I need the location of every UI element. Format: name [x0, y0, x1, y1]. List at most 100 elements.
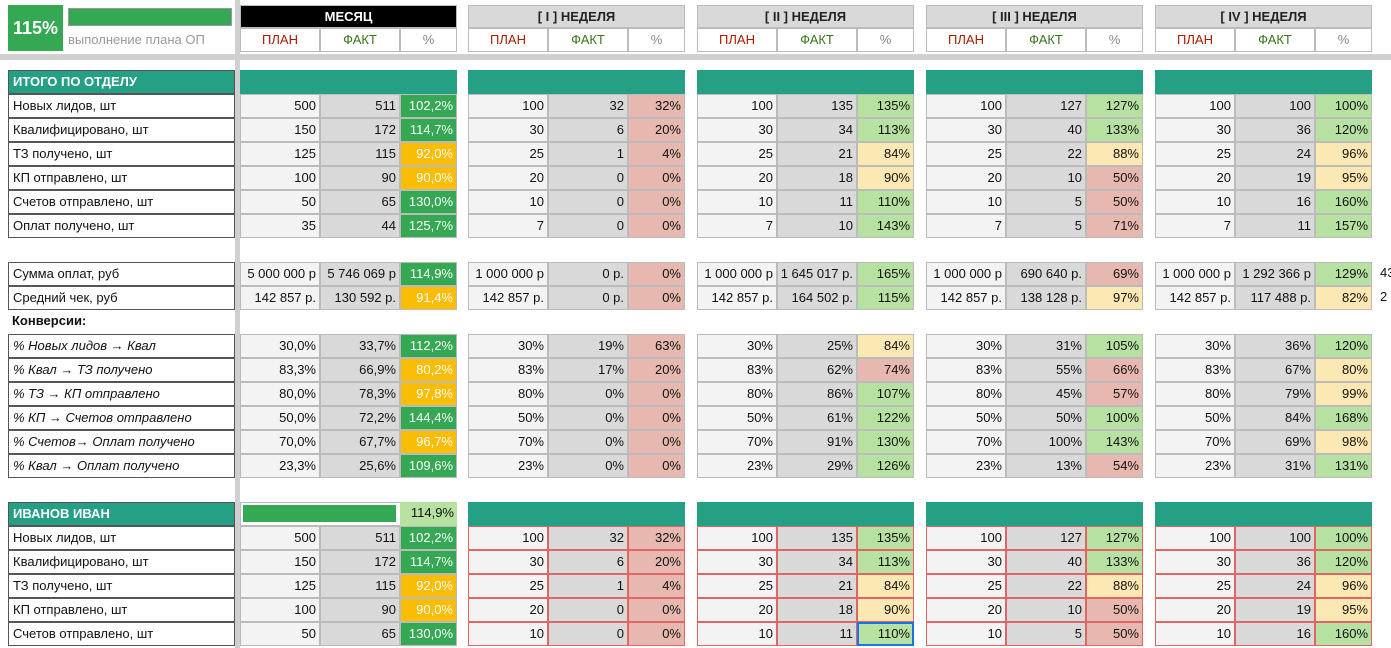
row-label: Новых лидов, шт: [8, 94, 235, 118]
percent-cell: 114,9%: [400, 262, 457, 286]
plan-cell: 142 857 р.: [468, 286, 548, 310]
fact-cell: 6: [548, 550, 628, 574]
plan-cell: 20: [1155, 166, 1235, 190]
fact-cell: 100: [1235, 94, 1315, 118]
fact-cell: 690 640 р.: [1006, 262, 1086, 286]
fact-cell: 50%: [1006, 406, 1086, 430]
fact-cell: 21: [777, 574, 857, 598]
row-label: % КП → Счетов отправлено: [8, 406, 235, 430]
fact-cell: 100: [1235, 526, 1315, 550]
fact-cell: 0 р.: [548, 286, 628, 310]
row-label: Счетов отправлено, шт: [8, 622, 235, 646]
column-header: ПЛАН: [468, 28, 548, 52]
percent-cell: 69%: [1086, 262, 1143, 286]
row-label: Квалифицировано, шт: [8, 118, 235, 142]
percent-cell: 0%: [628, 406, 685, 430]
percent-cell: 120%: [1315, 118, 1372, 142]
percent-cell: 160%: [1315, 190, 1372, 214]
section-title: ИВАНОВ ИВАН: [8, 502, 235, 526]
fact-cell: 66,9%: [320, 358, 400, 382]
section-band: [1155, 70, 1372, 94]
percent-cell: 130,0%: [400, 190, 457, 214]
gray-divider-v: [235, 0, 240, 648]
plan-cell: 80%: [926, 382, 1006, 406]
plan-cell: 20: [926, 166, 1006, 190]
fact-cell: 115: [320, 574, 400, 598]
plan-cell: 20: [1155, 598, 1235, 622]
percent-cell: 50%: [1086, 622, 1143, 646]
plan-cell: 83%: [1155, 358, 1235, 382]
fact-cell: 19: [1235, 598, 1315, 622]
block-title: [ III ] НЕДЕЛЯ: [926, 5, 1143, 28]
plan-cell: 25: [1155, 574, 1235, 598]
block-title: МЕСЯЦ: [240, 5, 457, 28]
percent-cell: 4%: [628, 142, 685, 166]
percent-cell: 113%: [857, 550, 914, 574]
percent-cell: 57%: [1086, 382, 1143, 406]
plan-cell: 25: [468, 142, 548, 166]
fact-cell: 18: [777, 598, 857, 622]
plan-cell: 50%: [468, 406, 548, 430]
percent-cell: 144,4%: [400, 406, 457, 430]
fact-cell: 127: [1006, 94, 1086, 118]
section-band: [926, 70, 1143, 94]
plan-cell: 70%: [1155, 430, 1235, 454]
row-label: Оплат получено, шт: [8, 214, 235, 238]
percent-cell: 102,2%: [400, 526, 457, 550]
fact-cell: 65: [320, 190, 400, 214]
row-label: Счетов отправлено, шт: [8, 190, 235, 214]
plan-cell: 83%: [926, 358, 1006, 382]
fact-cell: 79%: [1235, 382, 1315, 406]
percent-cell: 0%: [628, 454, 685, 478]
group-title: Конверсии:: [12, 313, 87, 328]
fact-cell: 172: [320, 118, 400, 142]
plan-cell: 30: [697, 118, 777, 142]
gray-divider-h: [0, 54, 1391, 60]
fact-cell: 18: [777, 166, 857, 190]
percent-cell: 92,0%: [400, 574, 457, 598]
percent-cell: 114,7%: [400, 118, 457, 142]
plan-cell: 100: [1155, 526, 1235, 550]
plan-cell: 30: [468, 118, 548, 142]
fact-cell: 21: [777, 142, 857, 166]
plan-cell: 100: [240, 598, 320, 622]
column-header: ФАКТ: [548, 28, 628, 52]
section-title: ИТОГО ПО ОТДЕЛУ: [8, 70, 235, 94]
percent-cell: 107%: [857, 382, 914, 406]
percent-cell: 160%: [1315, 622, 1372, 646]
progress-bar: [68, 8, 232, 26]
next-cell: 2: [1380, 289, 1388, 304]
column-header: %: [1315, 28, 1372, 52]
fact-cell: 1: [548, 142, 628, 166]
column-header: ПЛАН: [697, 28, 777, 52]
percent-cell: 143%: [857, 214, 914, 238]
percent-cell: 54%: [1086, 454, 1143, 478]
section-band: [1155, 502, 1372, 526]
plan-cell: 500: [240, 526, 320, 550]
plan-cell: 10: [1155, 190, 1235, 214]
percent-cell: 32%: [628, 94, 685, 118]
fact-cell: 13%: [1006, 454, 1086, 478]
column-header: ФАКТ: [1006, 28, 1086, 52]
plan-cell: 70%: [697, 430, 777, 454]
fact-cell: 36: [1235, 118, 1315, 142]
fact-cell: 1: [548, 574, 628, 598]
percent-cell: 98%: [1315, 430, 1372, 454]
plan-cell: 23%: [468, 454, 548, 478]
plan-cell: 50: [240, 190, 320, 214]
percent-cell: 168%: [1315, 406, 1372, 430]
column-header: %: [400, 28, 457, 52]
fact-cell: 11: [777, 622, 857, 646]
plan-cell: 25: [1155, 142, 1235, 166]
fact-cell: 25,6%: [320, 454, 400, 478]
percent-cell: 96%: [1315, 574, 1372, 598]
plan-cell: 25: [697, 574, 777, 598]
section-band: [468, 502, 685, 526]
percent-cell: 0%: [628, 190, 685, 214]
fact-cell: 138 128 р.: [1006, 286, 1086, 310]
plan-cell: 50%: [926, 406, 1006, 430]
percent-cell: 90%: [857, 166, 914, 190]
total-percent: 115%: [8, 5, 63, 51]
plan-cell: 1 000 000 р: [697, 262, 777, 286]
percent-cell: 50%: [1086, 166, 1143, 190]
